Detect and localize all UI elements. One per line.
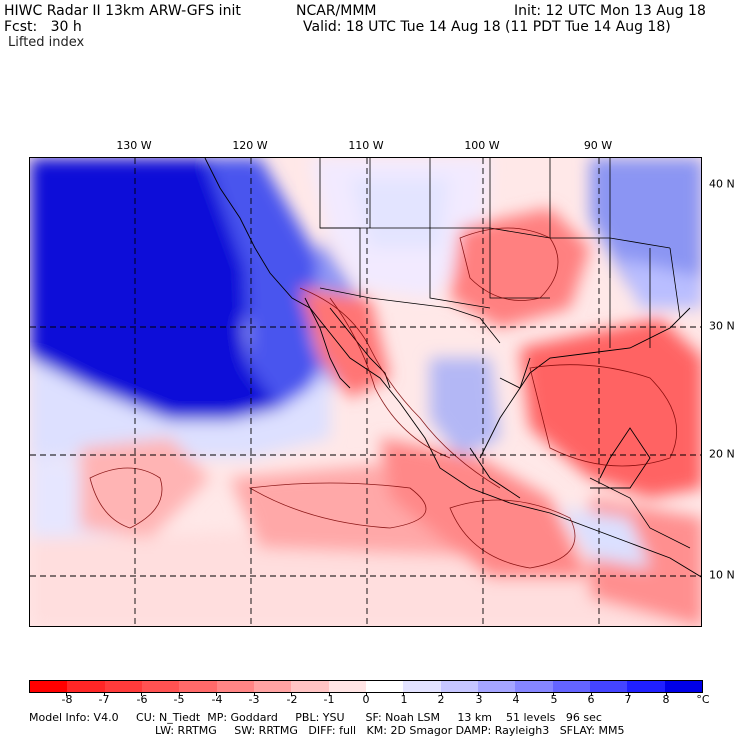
colorbar-swatch: [515, 681, 553, 692]
lon-label-100w: 100 W: [464, 139, 500, 152]
colorbar-swatch: [664, 681, 702, 692]
colorbar-tick: 6: [587, 693, 595, 706]
colorbar-tick: -1: [323, 693, 335, 706]
colorbar-tick-mark: [141, 692, 143, 696]
lon-label-90w: 90 W: [583, 139, 613, 152]
colorbar-tick: -4: [211, 693, 223, 706]
colorbar-swatch: [67, 681, 105, 692]
colorbar-tick-mark: [628, 692, 630, 696]
colorbar-tick: 1: [400, 693, 408, 706]
colorbar-swatch: [440, 681, 478, 692]
colorbar-tick-mark: [515, 692, 517, 696]
field-name: Lifted index: [8, 35, 85, 50]
colorbar-swatch: [104, 681, 142, 692]
lat-label-30n: 30 N: [709, 319, 735, 333]
colorbar-tick-mark: [440, 692, 442, 696]
lon-label-120w: 120 W: [232, 139, 268, 152]
colorbar-tick-mark: [553, 692, 555, 696]
colorbar-tick-mark: [328, 692, 330, 696]
colorbar-tick: -2: [286, 693, 298, 706]
lat-label-40n: 40 N: [709, 177, 735, 191]
colorbar-swatch: [627, 681, 665, 692]
lifted-index-map: [29, 157, 702, 627]
colorbar-swatch: [253, 681, 292, 692]
colorbar-tick: 5: [550, 693, 558, 706]
center-label: NCAR/MMM: [296, 3, 377, 19]
colorbar-tick-mark: [590, 692, 592, 696]
init-time: Init: 12 UTC Mon 13 Aug 18: [514, 3, 706, 19]
colorbar-tick: 0: [362, 693, 370, 706]
colorbar-tick: 8: [662, 693, 670, 706]
colorbar-tick-mark: [478, 692, 480, 696]
colorbar-swatch: [291, 681, 329, 692]
coastlines: [204, 158, 701, 578]
colorbar-tick-mark: [103, 692, 105, 696]
colorbar-unit: °C: [696, 693, 710, 706]
lat-label-10n: 10 N: [709, 568, 735, 582]
model-info-line2: LW: RRTMG SW: RRTMG DIFF: full KM: 2D Sm…: [155, 724, 625, 737]
colorbar-tick: 7: [624, 693, 632, 706]
colorbar-swatch: [179, 681, 217, 692]
lat-label-20n: 20 N: [709, 447, 735, 461]
colorbar-tick: 4: [512, 693, 520, 706]
lon-label-110w: 110 W: [348, 139, 384, 152]
colorbar-swatch: [30, 681, 68, 692]
forecast-hour: Fcst: 30 h: [4, 19, 82, 35]
li-contours: [89, 227, 677, 569]
colorbar-tick-mark: [291, 692, 293, 696]
colorbar-swatch: [216, 681, 254, 692]
colorbar-tick-mark: [253, 692, 255, 696]
colorbar-tick-mark: [216, 692, 218, 696]
lifted-index-colorbar: [29, 680, 703, 693]
colorbar-tick: -6: [136, 693, 148, 706]
colorbar-tick: 2: [437, 693, 445, 706]
colorbar-tick-mark: [66, 692, 68, 696]
map-canvas: [30, 158, 701, 626]
colorbar-tick: -5: [173, 693, 185, 706]
colorbar-swatch: [365, 681, 404, 692]
li-field: [30, 158, 701, 626]
model-title: HIWC Radar II 13km ARW-GFS init: [4, 3, 241, 19]
colorbar-tick-mark: [665, 692, 667, 696]
colorbar-swatch: [589, 681, 628, 692]
graticule: [30, 158, 701, 626]
colorbar-tick: -8: [61, 693, 73, 706]
colorbar-swatch: [477, 681, 516, 692]
colorbar-tick: -7: [98, 693, 110, 706]
colorbar-tick: 3: [475, 693, 483, 706]
colorbar-tick-mark: [178, 692, 180, 696]
colorbar-tick: -3: [248, 693, 260, 706]
colorbar-swatch: [141, 681, 180, 692]
colorbar-tick-mark: [366, 692, 367, 696]
model-info-line1: Model Info: V4.0 CU: N_Tiedt MP: Goddard…: [29, 711, 602, 724]
colorbar-swatch: [403, 681, 441, 692]
colorbar-swatch: [552, 681, 590, 692]
valid-time: Valid: 18 UTC Tue 14 Aug 18 (11 PDT Tue …: [303, 19, 671, 35]
colorbar-swatch: [328, 681, 366, 692]
lon-label-130w: 130 W: [116, 139, 152, 152]
colorbar-tick-mark: [403, 692, 405, 696]
